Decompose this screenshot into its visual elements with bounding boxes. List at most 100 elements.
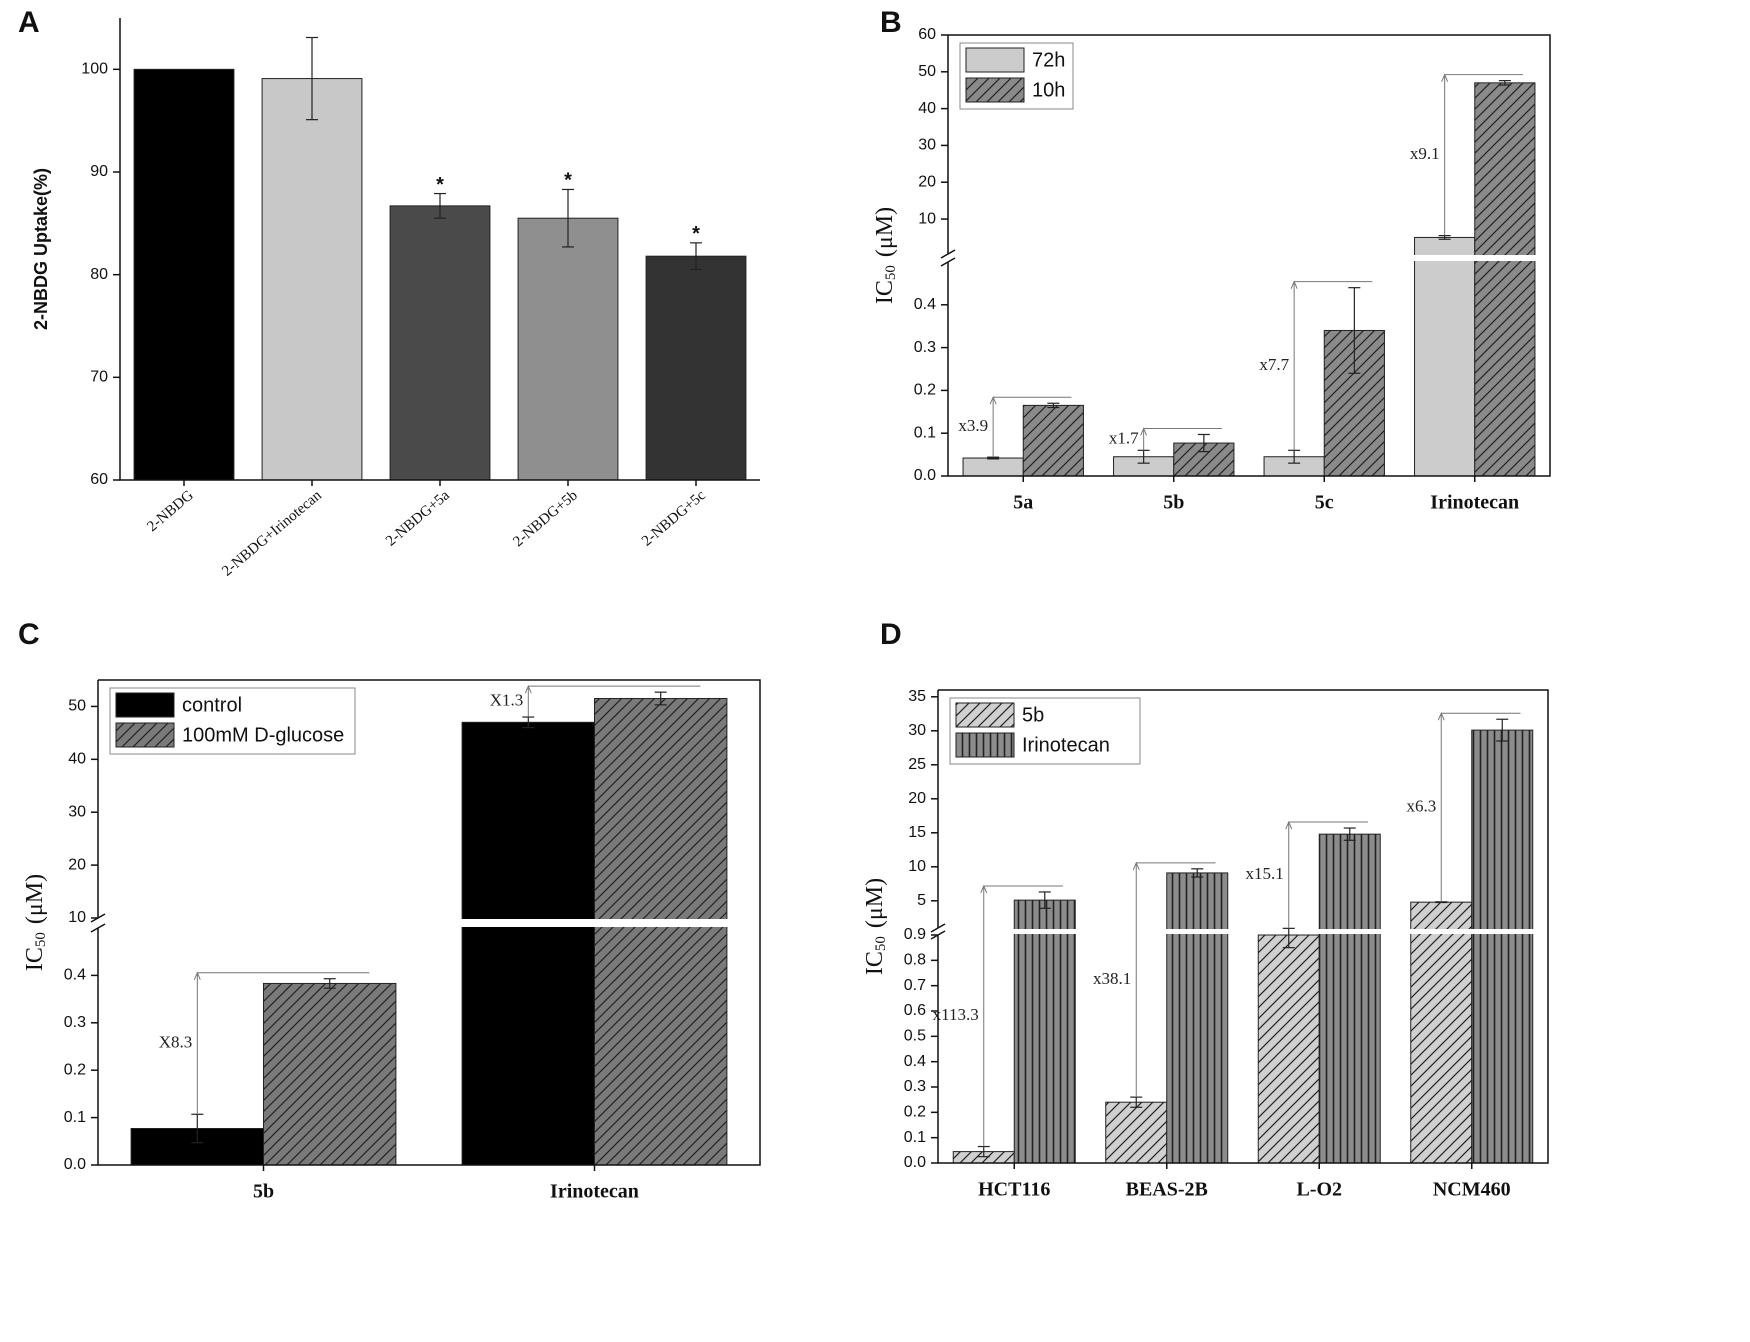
ratio-label: X1.3 <box>490 690 524 709</box>
axis-break-gap <box>99 919 759 927</box>
y-axis-label: IC50 (μM) <box>872 207 900 304</box>
bar <box>261 78 363 481</box>
y-label-sub: 50 <box>33 932 49 947</box>
bar <box>594 698 728 1166</box>
axis-break-gap <box>940 255 956 261</box>
y-label-main: 2-NBDG Uptake(%) <box>31 168 51 330</box>
y-tick-label: 0.2 <box>64 1061 86 1078</box>
error-bar <box>1197 433 1210 453</box>
y-axis-label: 2-NBDG Uptake(%) <box>31 168 51 330</box>
ratio-label: x9.1 <box>1410 144 1440 163</box>
ratio-bracket <box>989 395 1072 458</box>
bar <box>517 217 619 481</box>
ratio-arrow <box>1140 427 1222 451</box>
ratio-label: x38.1 <box>1093 969 1131 988</box>
ratio-bracket <box>1132 861 1216 1098</box>
axis-frame <box>947 34 1551 477</box>
ratio-bracket <box>1285 820 1369 929</box>
panel-label: D <box>880 618 902 651</box>
y-tick-label: 90 <box>90 163 108 180</box>
y-label-unit: (μM) <box>22 874 48 924</box>
y-tick-label: 80 <box>90 266 108 283</box>
axis-break-gap <box>939 929 1547 934</box>
error-bar <box>1435 901 1448 904</box>
ratio-label: x1.7 <box>1109 428 1139 447</box>
x-tick-label: NCM460 <box>1433 1179 1511 1201</box>
ratio-bracket <box>193 971 370 1115</box>
y-label-main: IC <box>862 951 888 975</box>
y-tick-label: 0.9 <box>904 926 926 943</box>
legend-label: 72h <box>1032 49 1065 71</box>
y-tick-label: 10 <box>68 909 86 926</box>
y-tick-label: 0.8 <box>904 952 926 969</box>
bar <box>1105 1101 1168 1164</box>
bar <box>1022 404 1084 477</box>
y-axis-label: IC50 (μM) <box>862 878 890 975</box>
y-label-main: IC <box>22 947 48 971</box>
x-tick-label: L-O2 <box>1296 1179 1342 1201</box>
bar <box>1410 901 1473 1164</box>
ratio-bracket <box>524 684 701 718</box>
legend-swatch <box>965 77 1025 103</box>
ratio-bracket <box>980 884 1064 1147</box>
y-tick-label: 0.3 <box>64 1014 86 1031</box>
bar <box>133 68 235 481</box>
ratio-arrow <box>1132 861 1216 1098</box>
y-tick-label: 25 <box>908 756 926 773</box>
ratio-arrow <box>524 684 701 718</box>
legend-label: 5b <box>1022 704 1044 726</box>
bar <box>1318 833 1381 1164</box>
axis-frame <box>119 18 760 481</box>
x-tick-label: HCT116 <box>978 1179 1050 1201</box>
ratio-arrow <box>193 971 370 1115</box>
ratio-arrow <box>1437 711 1521 902</box>
y-tick-label: 10 <box>908 858 926 875</box>
y-tick-label: 0.4 <box>904 1053 926 1070</box>
bar <box>1414 236 1476 477</box>
y-tick-label: 0.2 <box>904 1104 926 1121</box>
x-tick-label: 5a <box>1013 492 1033 514</box>
panel-label: B <box>880 6 902 39</box>
y-tick-label: 0.1 <box>64 1109 86 1126</box>
y-label-unit: (μM) <box>872 207 898 257</box>
bar <box>263 982 397 1166</box>
y-tick-label: 20 <box>918 173 936 190</box>
bar <box>962 457 1024 477</box>
y-tick-label: 60 <box>918 26 936 43</box>
legend-swatch <box>955 702 1015 728</box>
y-tick-label: 0.3 <box>904 1078 926 1095</box>
x-tick-label: 5b <box>1163 492 1184 514</box>
x-tick-label: 5c <box>1315 492 1334 514</box>
error-bar <box>1038 891 1051 909</box>
error-bar <box>562 188 574 248</box>
ratio-bracket <box>1290 280 1373 451</box>
ratio-arrow <box>1290 280 1373 451</box>
ratio-bracket <box>1441 73 1523 236</box>
x-tick-label: Irinotecan <box>1430 492 1519 514</box>
ratio-arrow <box>989 395 1072 458</box>
ratio-label: x15.1 <box>1246 864 1284 883</box>
y-tick-label: 0.3 <box>914 339 936 356</box>
axis-break-gap <box>90 919 106 927</box>
error-bar <box>1191 868 1204 878</box>
x-tick-label: 2-NBDG+5a <box>383 487 453 549</box>
y-tick-label: 0.5 <box>904 1028 926 1045</box>
ratio-label: x113.3 <box>933 1005 979 1024</box>
y-tick-label: 30 <box>908 722 926 739</box>
ratio-label: x7.7 <box>1259 355 1289 374</box>
ratio-label: X8.3 <box>159 1032 193 1051</box>
legend-label: Irinotecan <box>1022 734 1110 756</box>
y-label-main: IC <box>872 280 898 304</box>
ratio-label: x3.9 <box>958 416 988 435</box>
bar <box>645 255 747 481</box>
axis-break-gap <box>949 255 1549 261</box>
ratio-arrow <box>1441 73 1523 236</box>
ratio-label: x6.3 <box>1407 796 1437 815</box>
axis-frame <box>97 679 761 1166</box>
y-tick-label: 0.4 <box>64 967 86 984</box>
y-tick-label: 0.0 <box>64 1156 86 1173</box>
y-label-unit: (μM) <box>862 878 888 928</box>
error-bar <box>1047 402 1060 409</box>
ratio-bracket <box>1140 427 1222 451</box>
y-tick-label: 0.6 <box>904 1002 926 1019</box>
